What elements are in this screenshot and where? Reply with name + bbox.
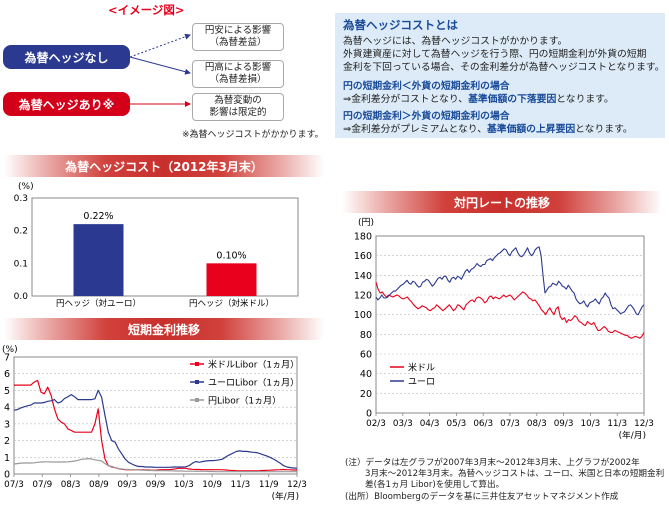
x-tick-label: 07/9 [32, 480, 52, 490]
y-tick-label: 3 [4, 419, 10, 430]
with-hedge-pill: 為替ヘッジあり※ [3, 92, 130, 116]
y-tick-label: 40 [360, 369, 372, 380]
arrow-to-strong-yen [129, 56, 191, 75]
y-axis-unit: (円) [358, 217, 374, 228]
x-tick-label: 12/3 [634, 419, 654, 429]
x-tick-label: 07/3 [500, 419, 520, 429]
y-tick-label: 140 [354, 271, 372, 282]
bar-y-tick-label: 0.3 [14, 194, 28, 204]
info-line-1: 為替ヘッジには、為替ヘッジコストがかかります。 [343, 36, 568, 47]
bar-category-label: 円ヘッジ（対ユーロ） [56, 298, 141, 309]
x-axis-unit: (年/月) [619, 429, 646, 441]
x-tick-label: 06/3 [473, 419, 493, 429]
x-tick-label: 08/3 [527, 419, 547, 429]
bar-y-unit: (%) [18, 182, 34, 192]
arrow-to-weak-yen [129, 33, 191, 58]
x-tick-label: 03/3 [393, 419, 413, 429]
x-tick-label: 12/3 [287, 480, 307, 490]
legend-marker-0 [195, 362, 199, 366]
legend-marker-2 [195, 398, 199, 402]
box-weak-yen: 円安による影響 （為替差益） [192, 23, 284, 51]
info-case1-text: ⇒金利差分がコストとなり、基準価額の下落要因となります。 [343, 94, 614, 105]
legend-label-0: 米ドル [408, 362, 435, 374]
y-tick-label: 20 [360, 389, 372, 400]
y-tick-label: 1 [4, 453, 10, 464]
y-tick-label: 0 [4, 470, 10, 481]
no-hedge-pill: 為替ヘッジなし [3, 45, 130, 69]
y-tick-label: 0 [366, 409, 372, 420]
y-axis-unit: (%) [2, 345, 18, 355]
x-tick-label: 05/3 [447, 419, 467, 429]
fx-rate-banner: 対円レートの推移 [342, 191, 662, 213]
y-tick-label: 180 [354, 232, 372, 243]
note-line-2: 3月末～2012年3月末。為替ヘッジコストは、ユーロ、米国と日本の短期金利 [365, 469, 665, 479]
info-case2-text: ⇒金利差分がプレミアムとなり、基準価額の上昇要因となります。 [343, 124, 633, 135]
bar-y-tick-label: 0.2 [14, 227, 28, 237]
x-tick-label: 09/3 [117, 480, 137, 490]
bar-y-tick-label: 0.1 [14, 259, 28, 269]
x-tick-label: 10/3 [581, 419, 601, 429]
y-tick-label: 120 [354, 291, 372, 302]
y-tick-label: 60 [360, 350, 372, 361]
y-tick-label: 6 [4, 369, 10, 380]
x-tick-label: 04/3 [420, 419, 440, 429]
series-line-0 [375, 282, 645, 339]
y-tick-label: 100 [354, 310, 372, 321]
diagram-title: <イメージ図> [108, 3, 185, 17]
x-tick-label: 11/9 [259, 480, 279, 490]
info-line-3: 金利を下回っている場合、その金利差分が為替ヘッジコストとなります。 [343, 62, 665, 73]
short-rate-banner: 短期金利推移 [4, 318, 324, 340]
info-case2-head: 円の短期金利＞外貨の短期金利の場合 [343, 111, 510, 122]
x-tick-label: 08/9 [89, 480, 109, 490]
x-tick-label: 10/3 [174, 480, 194, 490]
x-tick-label: 07/3 [4, 480, 24, 490]
short-rate-line-chart: (%) 0 1 2 3 4 5 6 7 07/3 07/9 08/3 08/9 09/3 09/9 10/3 1… [2, 345, 307, 502]
x-tick-label: 11/3 [607, 419, 627, 429]
hedge-cost-bar-chart: (%) 0.0 0.1 0.2 0.3 0.22% 円ヘッジ（対ユーロ） 0.10% 円ヘッジ（… [14, 182, 299, 309]
diagram-arrows [129, 33, 191, 107]
x-axis-unit: (年/月) [272, 490, 299, 502]
series-line-2 [13, 457, 297, 473]
box-limited: 為替変動の 影響は限定的 [192, 93, 284, 121]
y-tick-label: 4 [4, 403, 10, 414]
bar-plot-frame [31, 197, 299, 297]
y-tick-label: 5 [4, 386, 10, 397]
y-tick-label: 80 [360, 330, 372, 341]
bar-category-label: 円ヘッジ（対米ドル） [189, 298, 274, 309]
x-tick-label: 08/3 [61, 480, 81, 490]
x-tick-label: 09/9 [146, 480, 166, 490]
legend-label-1: ユーロLibor（1ヵ月） [208, 378, 299, 389]
y-tick-label: 7 [4, 353, 10, 364]
x-tick-label: 10/9 [202, 480, 222, 490]
info-title: 為替ヘッジコストとは [343, 18, 458, 32]
legend-marker-1 [195, 380, 199, 384]
hedge-cost-banner: 為替ヘッジコスト（2012年3月末） [4, 155, 324, 177]
legend-label-1: ユーロ [408, 378, 435, 388]
bar-y-tick-label: 0.0 [14, 292, 29, 302]
bar-1 [206, 263, 257, 296]
legend-label-0: 米ドルLibor（1ヵ月） [208, 359, 299, 371]
info-line-2: 外貨建資産に対して為替ヘッジを行う際、円の短期金利が外貨の短期 [343, 49, 647, 60]
note-line-1: (注）データは左グラフが2007年3月末～2012年3月末、上グラフが2002年 [345, 458, 640, 468]
info-case1-head: 円の短期金利＜外貨の短期金利の場合 [343, 81, 510, 92]
y-tick-label: 2 [4, 436, 10, 447]
x-tick-label: 09/3 [554, 419, 574, 429]
note-line-4: (出所）Bloombergのデータを基に三井住友アセットマネジメント作成 [345, 492, 619, 502]
y-tick-label: 160 [354, 251, 372, 262]
legend-label-2: 円Libor（1ヵ月） [208, 396, 281, 407]
series-line-1 [375, 246, 645, 316]
x-tick-label: 02/3 [366, 419, 386, 429]
box-strong-yen: 円高による影響 （為替差損） [192, 60, 284, 88]
series-line-1 [13, 389, 298, 469]
bar-value-label: 0.22% [83, 211, 113, 222]
hedge-cost-info-box: 為替ヘッジコストとは 為替ヘッジには、為替ヘッジコストがかかります。 外貨建資産… [335, 13, 665, 138]
bar-0 [73, 224, 124, 296]
x-tick-label: 11/3 [231, 480, 251, 490]
bar-value-label: 0.10% [216, 250, 246, 261]
diagram-note: ※為替ヘッジコストがかかります。 [182, 130, 324, 140]
note-line-3: 差(各1ヵ月 Libor)を使用して算出。 [365, 480, 505, 490]
fx-rate-line-chart: (円) 0 20 40 60 80 100 120 140 160 180 02/3 03/3 04/3 0… [354, 217, 654, 441]
